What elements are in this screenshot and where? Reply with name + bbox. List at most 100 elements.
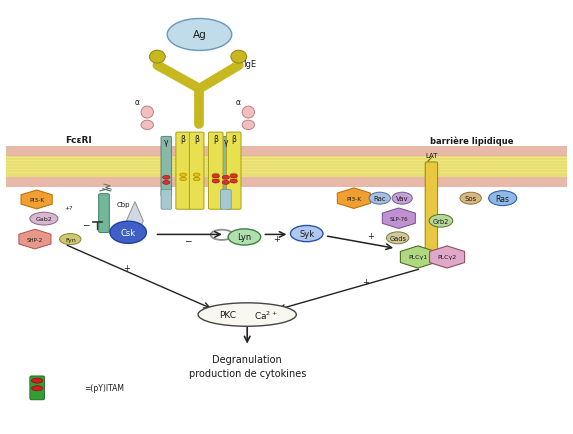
Polygon shape — [19, 230, 51, 249]
Text: Cbp: Cbp — [116, 201, 130, 207]
Ellipse shape — [429, 215, 453, 227]
Ellipse shape — [392, 193, 413, 205]
FancyBboxPatch shape — [161, 137, 172, 197]
Ellipse shape — [213, 174, 219, 177]
Text: −: − — [83, 220, 90, 229]
FancyBboxPatch shape — [6, 147, 567, 156]
FancyBboxPatch shape — [189, 133, 204, 210]
Ellipse shape — [141, 121, 154, 130]
Ellipse shape — [110, 222, 146, 244]
Ellipse shape — [163, 176, 170, 180]
Ellipse shape — [230, 174, 237, 177]
Text: Grb2: Grb2 — [433, 218, 449, 224]
FancyBboxPatch shape — [425, 163, 438, 259]
Ellipse shape — [150, 51, 165, 64]
Polygon shape — [430, 247, 465, 269]
Text: +: + — [367, 232, 374, 240]
Text: Syk: Syk — [299, 230, 314, 239]
Ellipse shape — [60, 234, 81, 245]
Text: +?: +? — [64, 206, 73, 211]
Text: γ: γ — [164, 137, 168, 146]
Text: PI3-K: PI3-K — [346, 196, 362, 201]
Text: barrière lipidique: barrière lipidique — [430, 137, 513, 146]
Text: α: α — [236, 98, 241, 107]
Text: β: β — [231, 135, 236, 144]
Text: IgE: IgE — [244, 60, 257, 69]
Text: Ca$^{2+}$: Ca$^{2+}$ — [254, 309, 277, 321]
Text: Csk: Csk — [120, 228, 136, 237]
FancyBboxPatch shape — [176, 133, 190, 210]
Ellipse shape — [230, 174, 237, 178]
FancyBboxPatch shape — [161, 190, 172, 210]
Text: PI3-K: PI3-K — [29, 197, 44, 203]
Ellipse shape — [212, 180, 219, 184]
Polygon shape — [401, 247, 435, 269]
Ellipse shape — [212, 174, 219, 178]
Polygon shape — [337, 188, 370, 209]
Ellipse shape — [180, 174, 187, 177]
Ellipse shape — [32, 386, 43, 391]
Text: −: − — [185, 236, 192, 245]
Ellipse shape — [242, 121, 254, 130]
Ellipse shape — [193, 178, 200, 181]
Text: production de cytokines: production de cytokines — [189, 368, 306, 378]
Ellipse shape — [141, 107, 154, 119]
Text: β: β — [213, 135, 218, 144]
Text: β: β — [194, 135, 199, 144]
Ellipse shape — [193, 174, 200, 177]
Text: α: α — [135, 98, 140, 107]
Ellipse shape — [230, 180, 237, 184]
Ellipse shape — [180, 178, 187, 181]
Text: Rac: Rac — [374, 196, 386, 202]
Ellipse shape — [460, 193, 481, 205]
FancyBboxPatch shape — [226, 133, 241, 210]
Polygon shape — [21, 191, 52, 209]
Ellipse shape — [231, 51, 246, 64]
Text: Lyn: Lyn — [237, 233, 252, 242]
Ellipse shape — [198, 303, 296, 326]
Text: PLCγ1: PLCγ1 — [409, 255, 427, 260]
Text: Gab2: Gab2 — [36, 217, 52, 222]
FancyBboxPatch shape — [209, 133, 223, 210]
Text: LAT: LAT — [425, 152, 438, 158]
FancyBboxPatch shape — [99, 194, 109, 233]
Ellipse shape — [369, 193, 390, 205]
Ellipse shape — [32, 378, 43, 383]
FancyBboxPatch shape — [30, 376, 45, 400]
Text: PLCγ2: PLCγ2 — [437, 255, 457, 260]
Polygon shape — [382, 208, 415, 229]
FancyBboxPatch shape — [6, 178, 567, 187]
Text: Gads: Gads — [389, 235, 406, 241]
Text: γ: γ — [223, 137, 228, 146]
Text: PKC: PKC — [219, 310, 236, 319]
Polygon shape — [127, 202, 143, 240]
Ellipse shape — [242, 107, 254, 119]
Ellipse shape — [163, 181, 170, 185]
Text: +: + — [273, 235, 280, 243]
Ellipse shape — [489, 191, 517, 206]
FancyBboxPatch shape — [221, 190, 231, 210]
Ellipse shape — [222, 176, 230, 180]
Text: SLP-76: SLP-76 — [390, 216, 408, 221]
Text: Degranulation: Degranulation — [213, 355, 282, 365]
Text: Ras: Ras — [496, 194, 510, 203]
Ellipse shape — [386, 232, 409, 244]
Text: Ag: Ag — [193, 30, 206, 40]
Text: Fyn: Fyn — [65, 237, 76, 242]
Text: Vav: Vav — [396, 196, 409, 202]
Ellipse shape — [167, 20, 231, 51]
Text: β: β — [180, 135, 186, 144]
FancyBboxPatch shape — [6, 156, 567, 178]
Text: Sos: Sos — [465, 196, 477, 202]
Ellipse shape — [291, 226, 323, 242]
Ellipse shape — [228, 229, 261, 246]
Ellipse shape — [30, 213, 58, 226]
Text: +: + — [123, 263, 130, 273]
Text: +: + — [362, 277, 368, 286]
Text: =(pY)ITAM: =(pY)ITAM — [84, 384, 124, 392]
Ellipse shape — [222, 181, 230, 185]
Text: FcεRI: FcεRI — [65, 136, 92, 145]
Ellipse shape — [230, 178, 237, 181]
Text: SHP-2: SHP-2 — [27, 237, 43, 242]
FancyBboxPatch shape — [221, 137, 231, 197]
